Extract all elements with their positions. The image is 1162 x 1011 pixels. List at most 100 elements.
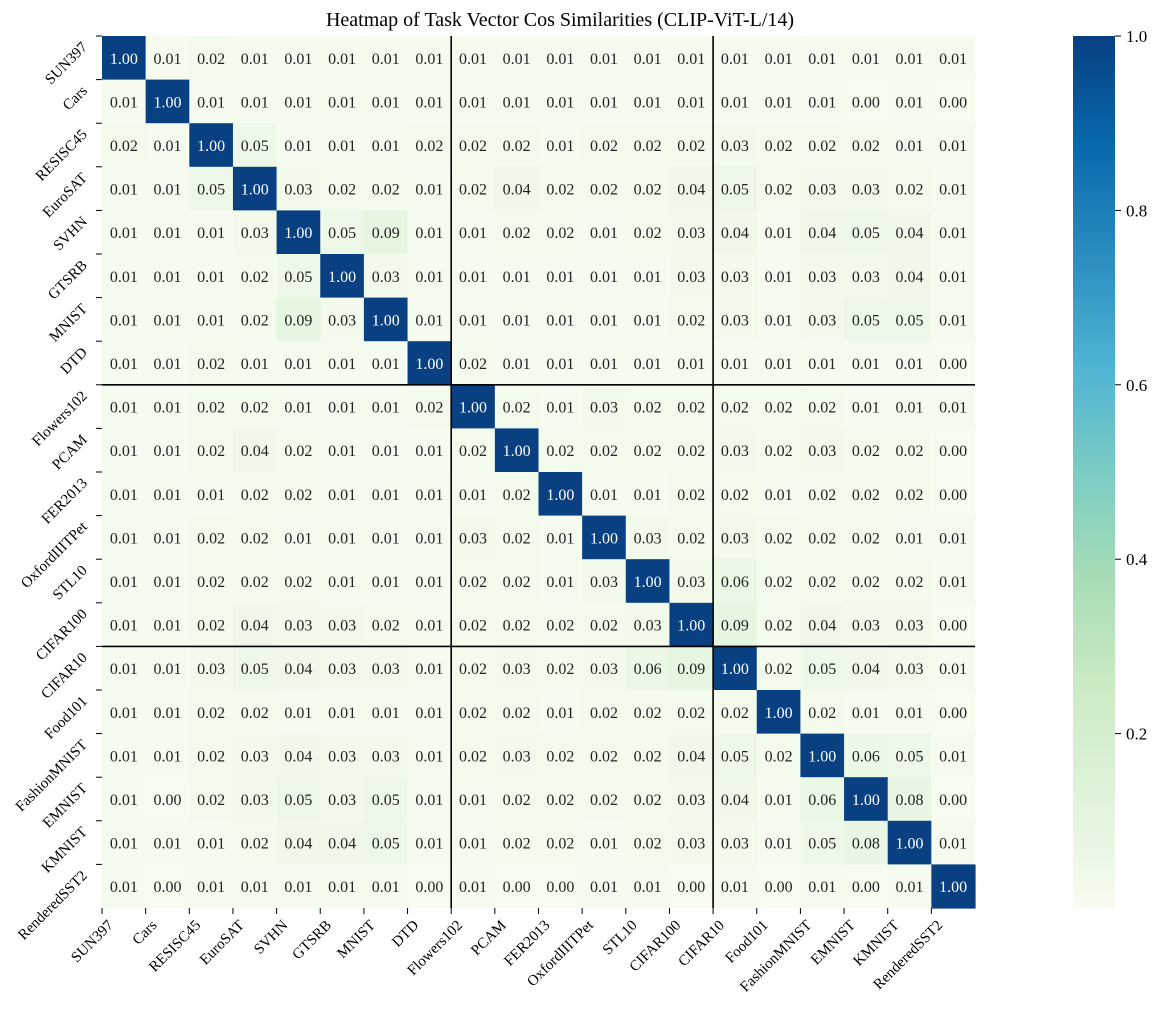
cell-value-label: 0.01 [939, 51, 967, 68]
heatmap-cell [451, 341, 496, 386]
cell-value-label: 0.04 [677, 182, 705, 199]
cell-value-label: 0.01 [284, 705, 312, 722]
heatmap-cell [625, 777, 671, 822]
heatmap-cell [451, 777, 496, 822]
heatmap-cell [756, 559, 801, 604]
cell-value-label: 0.02 [765, 400, 793, 417]
heatmap-cell [232, 864, 278, 909]
cell-value-label: 0.02 [808, 705, 836, 722]
cell-value-label: 0.02 [590, 748, 618, 765]
heatmap-cell [800, 515, 845, 560]
heatmap-cell [276, 384, 321, 429]
cell-value-label: 0.01 [284, 356, 312, 373]
cell-value-label: 0.01 [372, 443, 400, 460]
heatmap-cell [276, 428, 321, 473]
cell-value-label: 0.04 [808, 225, 836, 242]
heatmap-cell [189, 254, 234, 299]
cell-value-label: 0.00 [939, 618, 967, 635]
heatmap-cell [494, 254, 540, 299]
cell-value-label: 0.01 [372, 530, 400, 547]
heatmap-cell [494, 733, 540, 778]
cell-value-label: 0.03 [896, 618, 924, 635]
heatmap-cell [363, 646, 409, 691]
heatmap-cell [189, 602, 234, 647]
heatmap-cell [232, 733, 278, 778]
cell-value-label: 0.01 [284, 400, 312, 417]
heatmap-cell [625, 690, 671, 735]
cell-value-label: 0.02 [415, 400, 443, 417]
cell-value-label: 0.01 [197, 836, 225, 853]
cell-value-label: 0.01 [110, 182, 138, 199]
cell-value-label: 0.02 [677, 443, 705, 460]
cell-value-label: 1.00 [590, 530, 618, 547]
cell-value-label: 0.01 [896, 400, 924, 417]
cell-value-label: 0.01 [284, 138, 312, 155]
heatmap-cell [363, 341, 409, 386]
cell-value-label: 0.01 [328, 94, 356, 111]
cell-value-label: 0.04 [896, 225, 924, 242]
cell-value-label: 0.02 [197, 618, 225, 635]
heatmap-cell [145, 646, 190, 691]
cell-value-label: 0.00 [939, 94, 967, 111]
cell-value-label: 0.05 [808, 836, 836, 853]
heatmap-cell [320, 733, 365, 778]
heatmap-cell [844, 36, 889, 81]
heatmap-cell [669, 733, 714, 778]
cell-value-label: 0.02 [546, 748, 574, 765]
cell-value-label: 0.01 [765, 356, 793, 373]
heatmap-cell [276, 36, 321, 81]
cell-value-label: 0.01 [634, 879, 662, 896]
cell-value-label: 0.01 [939, 748, 967, 765]
cell-value-label: 0.02 [459, 574, 487, 591]
heatmap-cell [451, 864, 496, 909]
heatmap-cell [582, 472, 627, 517]
heatmap-cell [320, 123, 365, 168]
cell-value-label: 1.00 [415, 356, 443, 373]
cell-value-label: 0.01 [197, 879, 225, 896]
cell-value-label: 0.04 [721, 225, 749, 242]
x-tick-label: DTD [389, 917, 422, 950]
heatmap-cell [145, 166, 190, 211]
heatmap-cell [625, 210, 671, 255]
heatmap-cell [102, 123, 147, 168]
colorbar: 0.2 0.4 0.6 0.8 1.0 [1073, 27, 1148, 908]
cell-value-label: 0.02 [197, 530, 225, 547]
cell-value-label: 0.03 [372, 269, 400, 286]
heatmap-cell [407, 864, 452, 909]
cell-value-label: 0.05 [284, 792, 312, 809]
heatmap-cell [363, 515, 409, 560]
cell-value-label: 0.02 [765, 530, 793, 547]
cell-value-label: 0.09 [721, 618, 749, 635]
cell-value-label: 0.01 [372, 356, 400, 373]
cell-value-label: 0.01 [415, 182, 443, 199]
cell-value-label: 0.02 [590, 138, 618, 155]
heatmap-cell [800, 341, 845, 386]
heatmap-cell [363, 690, 409, 735]
cell-value-label: 0.04 [241, 443, 269, 460]
heatmap-cell [102, 515, 147, 560]
heatmap-cell [669, 254, 714, 299]
cell-value-label: 0.03 [590, 661, 618, 678]
heatmap-cell [669, 690, 714, 735]
heatmap-cell [669, 472, 714, 517]
cell-value-label: 0.01 [896, 51, 924, 68]
heatmap-cell [494, 690, 540, 735]
cell-value-label: 0.02 [852, 574, 880, 591]
heatmap-cell [363, 472, 409, 517]
cell-value-label: 0.01 [153, 138, 181, 155]
heatmap-cell [407, 559, 452, 604]
heatmap-cell [844, 341, 889, 386]
heatmap-cell [407, 79, 452, 124]
heatmap-cell [538, 777, 583, 822]
cell-value-label: 0.01 [241, 51, 269, 68]
heatmap-cell [538, 472, 583, 517]
heatmap-cell [582, 690, 627, 735]
cell-value-label: 0.01 [415, 618, 443, 635]
heatmap-cell [363, 36, 409, 81]
heatmap-cell [363, 384, 409, 429]
cell-value-label: 0.01 [459, 269, 487, 286]
cell-value-label: 0.00 [852, 94, 880, 111]
cell-value-label: 0.02 [241, 312, 269, 329]
y-tick-label: SUN397 [42, 39, 91, 88]
cell-value-label: 0.02 [546, 792, 574, 809]
